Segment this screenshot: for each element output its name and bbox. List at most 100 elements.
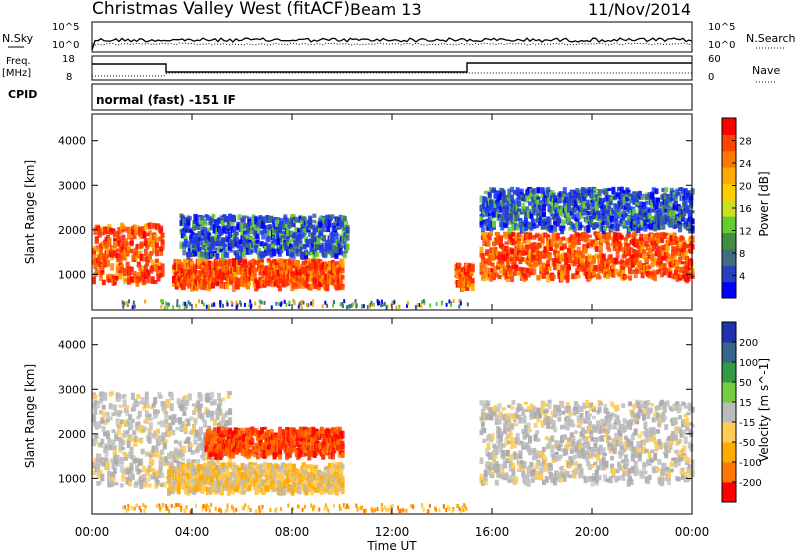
data-cell — [683, 223, 688, 230]
data-cell — [261, 231, 266, 240]
data-cell — [97, 454, 102, 460]
data-cell — [230, 488, 235, 495]
data-cell — [142, 406, 146, 411]
data-cell — [103, 431, 108, 437]
data-cell — [658, 267, 663, 272]
data-cell — [682, 240, 687, 244]
data-cell — [525, 206, 530, 211]
noise-cell — [333, 300, 335, 305]
data-cell — [286, 225, 291, 234]
noise-cell — [458, 298, 461, 303]
data-cell — [160, 270, 165, 277]
data-cell — [107, 472, 112, 479]
data-cell — [592, 255, 596, 262]
data-cell — [203, 420, 208, 428]
noise-cell — [305, 303, 308, 307]
data-cell — [147, 429, 152, 437]
data-cell — [335, 225, 340, 230]
data-cell — [164, 418, 169, 426]
data-cell — [236, 223, 241, 230]
noise-cell — [258, 299, 261, 304]
data-cell — [97, 254, 102, 259]
data-cell — [661, 250, 666, 256]
data-cell — [561, 192, 566, 200]
data-cell — [194, 243, 199, 252]
data-cell — [580, 263, 585, 268]
data-cell — [572, 239, 577, 248]
data-cell — [679, 187, 684, 191]
data-cell — [276, 258, 281, 263]
data-cell — [671, 210, 676, 216]
data-cell — [210, 417, 215, 421]
data-cell — [110, 252, 115, 258]
data-cell — [610, 223, 615, 229]
data-cell — [519, 194, 524, 198]
noise-cell — [226, 302, 229, 307]
data-cell — [567, 210, 571, 217]
data-cell — [290, 271, 295, 278]
data-cell — [92, 276, 96, 285]
data-cell — [326, 279, 331, 285]
data-cell — [600, 263, 605, 267]
data-cell — [217, 392, 221, 398]
data-cell — [547, 217, 552, 226]
data-cell — [257, 226, 261, 235]
data-cell — [214, 466, 219, 472]
data-cell — [594, 201, 599, 207]
data-cell — [687, 209, 692, 217]
data-cell — [279, 265, 284, 273]
data-cell — [664, 187, 669, 193]
data-cell — [204, 478, 209, 485]
data-cell — [643, 205, 648, 210]
data-cell — [299, 226, 304, 232]
data-cell — [316, 236, 321, 245]
data-cell — [540, 235, 545, 244]
data-cell — [244, 215, 249, 219]
data-cell — [571, 191, 576, 196]
noise-cell — [422, 299, 425, 304]
data-cell — [231, 258, 236, 263]
data-cell — [266, 258, 271, 262]
data-cell — [690, 245, 695, 250]
data-cell — [228, 488, 233, 494]
data-cell — [263, 242, 268, 249]
noise-cell — [125, 301, 128, 305]
data-cell — [193, 439, 198, 445]
data-cell — [304, 280, 309, 287]
data-cell — [312, 213, 317, 218]
data-cell — [507, 188, 512, 195]
data-cell — [218, 465, 223, 472]
data-cell — [226, 462, 231, 468]
data-cell — [603, 226, 608, 231]
data-cell — [96, 247, 101, 253]
data-cell — [108, 228, 113, 232]
data-cell — [113, 237, 117, 241]
data-cell — [605, 242, 610, 250]
data-cell — [630, 261, 635, 268]
data-cell — [275, 262, 280, 269]
data-cell — [479, 215, 484, 222]
data-cell — [528, 223, 533, 229]
power-ylabel: Slant Range [km] — [23, 160, 37, 264]
data-cell — [586, 266, 591, 272]
ytick-label: 1000 — [58, 268, 86, 281]
data-cell — [225, 410, 230, 415]
data-cell — [211, 280, 215, 284]
data-cell — [294, 227, 299, 231]
data-cell — [164, 439, 169, 444]
data-cell — [153, 237, 158, 243]
data-cell — [625, 220, 630, 226]
data-cell — [517, 200, 521, 207]
data-cell — [543, 246, 548, 254]
noise-cell — [202, 302, 205, 307]
data-cell — [237, 214, 242, 221]
data-cell — [217, 403, 221, 411]
data-cell — [333, 221, 338, 228]
data-cell — [618, 270, 623, 277]
data-cell — [299, 246, 304, 250]
data-cell — [623, 239, 628, 244]
data-cell — [183, 274, 188, 281]
data-cell — [242, 472, 246, 477]
data-cell — [110, 257, 115, 261]
